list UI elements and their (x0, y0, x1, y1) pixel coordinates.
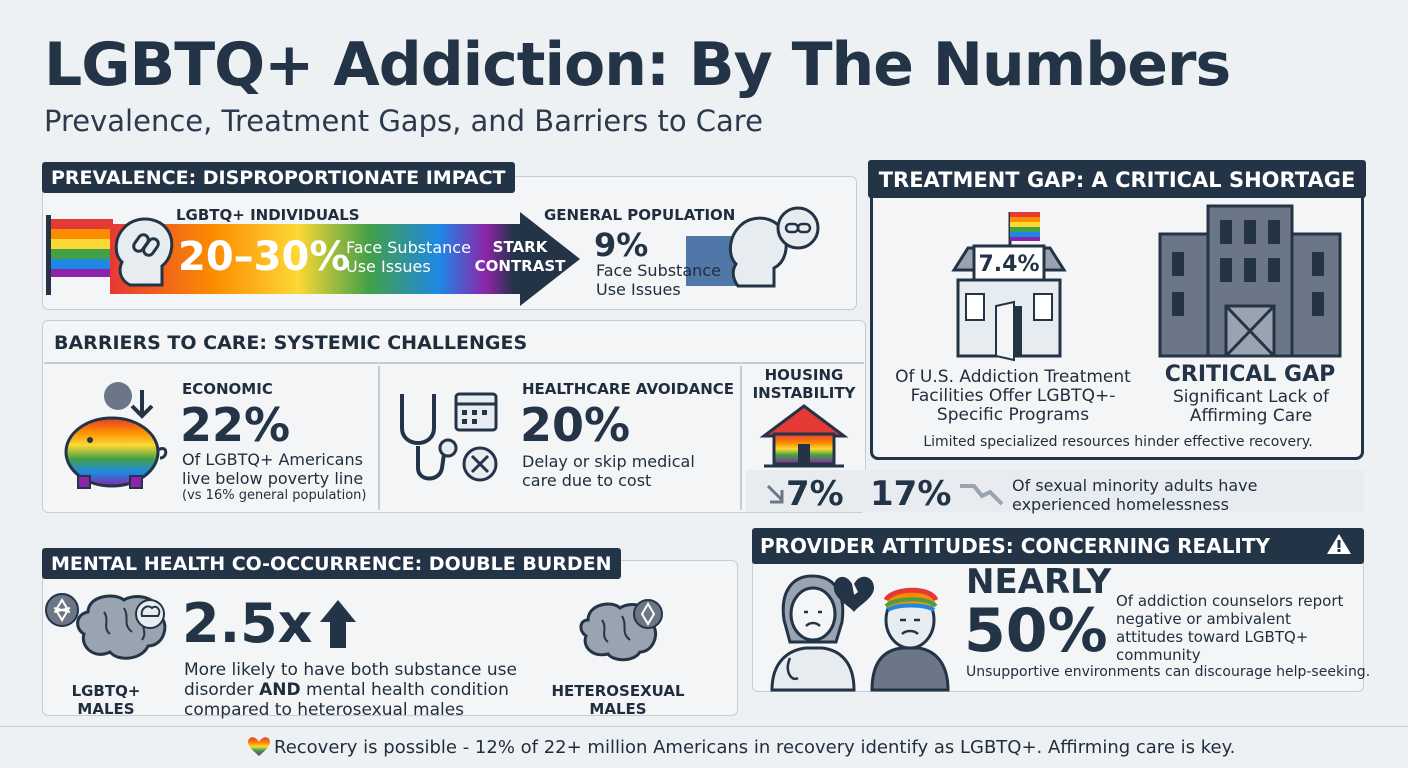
provider-heading: PROVIDER ATTITUDES: CONCERNING REALITY (752, 528, 1364, 564)
stark-contrast-label: STARK CONTRAST (474, 238, 566, 275)
treatment-gap-heading: TREATMENT GAP: A CRITICAL SHORTAGE (868, 160, 1366, 198)
general-prevalence-value: 9% (594, 226, 649, 264)
housing-partial-value: 7% (786, 474, 844, 514)
mental-health-heading: MENTAL HEALTH CO-OCCURRENCE: DOUBLE BURD… (42, 548, 621, 579)
critical-gap-desc: Significant Lack of Affirming Care (1173, 387, 1329, 426)
barriers-col-divider-1 (378, 366, 380, 510)
mental-health-desc: More likely to have both substance use d… (184, 660, 534, 720)
housing-instability-desc: Of sexual minority adults have experienc… (1012, 476, 1258, 514)
rainbow-piggy-bank-icon (64, 382, 168, 489)
down-arrow-small-icon (766, 484, 784, 504)
rainbow-heart-icon (248, 737, 270, 756)
barriers-divider (44, 362, 864, 364)
prevalence-heading: PREVALENCE: DISPROPORTIONATE IMPACT (42, 162, 515, 193)
rainbow-arrow-bar (110, 212, 580, 306)
mental-health-value: 2.5x (182, 592, 313, 655)
provider-desc: Of addiction counselors report negative … (1116, 592, 1344, 664)
general-prevalence-desc: Face Substance Use Issues (596, 261, 721, 299)
lgbtq-males-label: LGBTQ+ MALES (71, 682, 141, 718)
treatment-gap-footer: Limited specialized resources hinder eff… (923, 434, 1313, 450)
healthcare-avoidance-label: HEALTHCARE AVOIDANCE (522, 380, 735, 398)
stethoscope-calendar-icon (400, 392, 498, 482)
footer-text: Recovery is possible - 12% of 22+ millio… (274, 737, 1236, 758)
rainbow-house-icon (759, 404, 849, 468)
barriers-heading: BARRIERS TO CARE: SYSTEMIC CHALLENGES (54, 332, 528, 354)
rainbow-flag-icon (46, 215, 113, 295)
provider-footer: Unsupportive environments can discourage… (966, 664, 1371, 680)
mental-health-desc-and: AND (259, 680, 301, 700)
economic-note: (vs 16% general population) (182, 488, 367, 503)
lgbtq-prevalence-desc: Face Substance Use Issues (346, 238, 471, 276)
healthcare-avoidance-value: 20% (520, 398, 631, 452)
housing-instability-value: 17% (870, 474, 952, 514)
general-population-label: GENERAL POPULATION (544, 206, 736, 224)
mental-health-desc-pre: More likely to have both substance use d… (184, 660, 517, 700)
brain-cloud-icon (45, 593, 167, 660)
page-title: LGBTQ+ Addiction: By The Numbers (44, 30, 1231, 100)
critical-gap-title: CRITICAL GAP (1164, 362, 1336, 387)
heterosexual-males-label: HETEROSEXUAL MALES (551, 682, 685, 718)
housing-instability-label: HOUSING INSTABILITY (752, 366, 856, 402)
provider-panel (752, 552, 1364, 692)
person-head-broken-chain-icon (114, 217, 174, 287)
lgbtq-individuals-label: LGBTQ+ INDIVIDUALS (176, 206, 360, 224)
person-head-chain-icon (729, 206, 820, 288)
housing-stat-row (746, 470, 1364, 512)
doctor-broken-heart-patient-icon (770, 574, 950, 692)
treatment-facility-icon (951, 212, 1067, 362)
warning-icon (1327, 534, 1351, 554)
trend-down-arrow-icon (960, 484, 1004, 506)
brain-cannabis-icon (579, 599, 663, 662)
lgbtq-prevalence-value: 20–30% (178, 234, 350, 280)
mental-health-desc-post: mental health condition compared to hete… (184, 680, 509, 720)
footer-divider (0, 726, 1408, 727)
barriers-panel (42, 320, 866, 513)
provider-value: 50% (964, 596, 1108, 666)
economic-label: ECONOMIC (182, 380, 273, 398)
page-subtitle: Prevalence, Treatment Gaps, and Barriers… (44, 104, 763, 138)
provider-value-top: NEARLY (966, 562, 1112, 602)
economic-value: 22% (180, 398, 291, 452)
treatment-gap-value: 7.4% (978, 252, 1040, 277)
barriers-col-divider-2 (740, 366, 742, 510)
closed-building-icon (1158, 204, 1342, 358)
economic-desc: Of LGBTQ+ Americans live below poverty l… (182, 450, 364, 488)
treatment-gap-desc: Of U.S. Addiction Treatment Facilities O… (895, 367, 1131, 425)
healthcare-avoidance-desc: Delay or skip medical care due to cost (522, 452, 695, 490)
up-arrow-icon (320, 600, 356, 648)
